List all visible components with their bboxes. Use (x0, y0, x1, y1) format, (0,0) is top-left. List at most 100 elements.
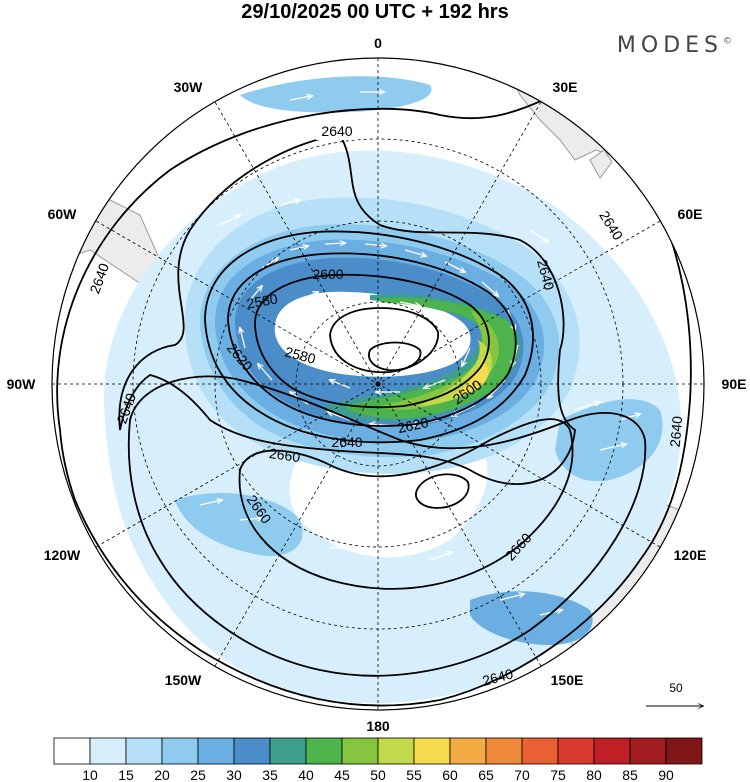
colorbar-label: 70 (514, 767, 530, 782)
height-contours (56, 94, 692, 707)
colorbar-box (269, 737, 307, 765)
lon-label-60e: 60E (678, 206, 703, 222)
lon-label-150e: 150E (551, 672, 584, 688)
wind-vector (539, 610, 562, 616)
wind-vector (258, 364, 273, 381)
contour-2660-inner (238, 418, 574, 590)
wind-patch-south-indian (555, 399, 663, 482)
wind-vector (364, 244, 386, 246)
lon-label-60w: 60W (48, 206, 78, 222)
lon-label-120e: 120E (674, 547, 707, 563)
wind-vector (299, 292, 318, 301)
colorbar-label: 55 (406, 767, 422, 782)
wind-vector (219, 215, 240, 226)
wind-vector (328, 412, 351, 421)
colorbar-box (629, 737, 667, 765)
colorbar-box (665, 737, 703, 765)
wind-vector (404, 249, 426, 256)
wind-vector (424, 379, 446, 388)
wind-vector (499, 594, 524, 601)
lon-label-90e: 90E (722, 376, 747, 392)
wind-patch-north (240, 76, 432, 113)
madagascar-land (589, 149, 613, 179)
contour-2660-outer (127, 375, 647, 677)
contour-label: 2640 (321, 123, 352, 139)
colorbar-box (593, 737, 631, 765)
map-title: 29/10/2025 00 UTC + 192 hrs (241, 1, 509, 23)
colorbar-box (233, 737, 271, 765)
brand-name: MODES (616, 33, 723, 58)
wind-vector (239, 518, 262, 520)
wind-vector (619, 414, 640, 421)
colorbar-box (125, 737, 163, 765)
contour-2600 (227, 252, 517, 427)
contour-label: 2640 (667, 415, 686, 448)
contour-2640-outer (56, 94, 692, 707)
wind-core-inner-cutout (274, 291, 471, 377)
wind-patch-south-west (175, 492, 303, 556)
colorbar-box (197, 737, 235, 765)
wind-vector (529, 229, 548, 242)
wind-vector (324, 243, 345, 244)
colorbar-label: 15 (118, 767, 134, 782)
wind-vector (279, 200, 300, 206)
lon-label-0: 0 (374, 35, 382, 51)
colorbar-label: 45 (334, 767, 350, 782)
lon-label-30e: 30E (553, 79, 578, 95)
contour-low-center (368, 341, 422, 372)
wind-vector (199, 500, 222, 506)
lon-label-150w: 150W (165, 672, 202, 688)
lon-label-30w: 30W (174, 79, 204, 95)
colorbar-box (377, 737, 415, 765)
contour-2560 (329, 307, 439, 374)
longitude-labels: 0 30E 60E 90E 120E 150E 180 150W 120W 90… (7, 35, 747, 734)
wind-vector (289, 96, 312, 101)
map-border (51, 57, 705, 711)
brand-logo: MODES© (617, 33, 732, 58)
colorbar: 10 15 20 25 30 35 40 45 50 55 60 65 70 75 80 85 90 (53, 737, 703, 782)
wind-vector (452, 404, 476, 416)
colorbar-box (161, 737, 199, 765)
copyright-mark: © (723, 36, 732, 47)
contour-label: 2660 (268, 445, 301, 465)
contour-label: 2640 (331, 434, 362, 450)
colorbar-label: 60 (442, 767, 458, 782)
colorbar-label: 50 (370, 767, 386, 782)
colorbar-box (305, 737, 343, 765)
contour-label: 2640 (534, 258, 558, 292)
wind-vector (488, 379, 506, 398)
wind-vector (481, 281, 498, 296)
colorbar-label: 65 (478, 767, 494, 782)
contour-2640-inner (118, 134, 576, 485)
south-pole-marker (375, 381, 381, 387)
contour-label: 2600 (312, 266, 343, 282)
colorbar-label: 40 (298, 767, 314, 782)
colorbar-label: 90 (658, 767, 674, 782)
wind-vector (462, 347, 471, 366)
wind-vector (599, 444, 626, 451)
colorbar-label: 80 (586, 767, 602, 782)
wind-vector (240, 328, 246, 349)
wind-vector (449, 317, 466, 330)
lon-label-90w: 90W (7, 376, 37, 392)
contour-2620 (204, 230, 534, 444)
colorbar-boxes (53, 737, 703, 765)
colorbar-box (485, 737, 523, 765)
vector-reference: 50 (646, 681, 703, 706)
colorbar-box (521, 737, 559, 765)
colorbar-label: 30 (226, 767, 242, 782)
colorbar-labels: 10 15 20 25 30 35 40 45 50 55 60 65 70 75 80 85 90 (82, 767, 674, 782)
colorbar-label: 25 (190, 767, 206, 782)
colorbar-box (449, 737, 487, 765)
colorbar-label: 20 (154, 767, 170, 782)
lon-label-120w: 120W (44, 547, 81, 563)
colorbar-label: 10 (82, 767, 98, 782)
contour-2580 (254, 273, 490, 409)
wind-vector (429, 552, 452, 561)
label-bg (316, 122, 358, 140)
colorbar-box (413, 737, 451, 765)
colorbar-box (53, 737, 91, 765)
colorbar-box (341, 737, 379, 765)
lon-label-180: 180 (366, 718, 390, 734)
colorbar-label: 75 (550, 767, 566, 782)
